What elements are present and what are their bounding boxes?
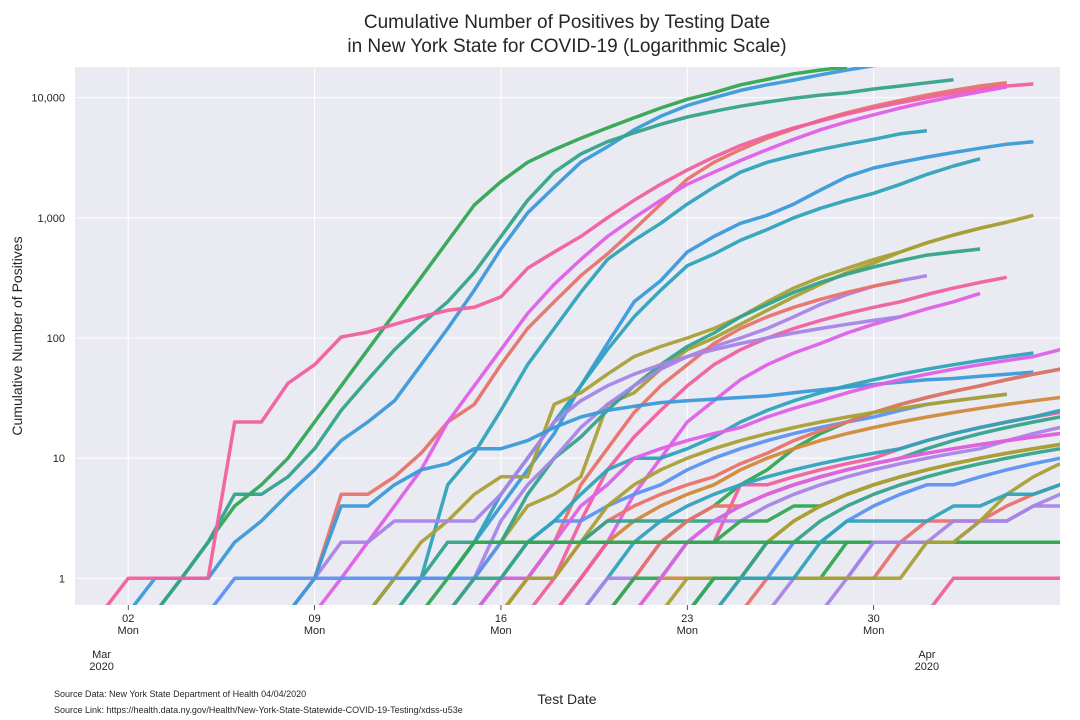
series-line-19 [478, 351, 1034, 605]
series-line-16 [291, 315, 901, 605]
x-tick-day-3: 23 [681, 613, 693, 625]
x-tick-weekday-1: Mon [304, 625, 325, 637]
series-line-10 [451, 220, 1008, 605]
x-tick-day-1: 09 [308, 613, 320, 625]
x-tick-day-4: 30 [868, 613, 880, 625]
x-tick-day-0: 02 [122, 613, 134, 625]
series-line-3 [291, 81, 1008, 605]
x-year-label-1: 2020 [915, 661, 939, 673]
y-tick-label-1: 10 [53, 453, 65, 465]
y-tick-label-0: 1 [59, 573, 65, 585]
chart-title-line-2: in New York State for COVID-19 (Logarith… [347, 36, 786, 57]
series-line-2 [158, 77, 954, 605]
x-tick-day-2: 16 [495, 613, 507, 625]
series-line-42 [930, 576, 1060, 605]
series-line-43 [717, 482, 1060, 605]
series-line-40 [824, 504, 1060, 605]
x-month-label-0: Mar [92, 649, 111, 661]
series-line-4 [105, 82, 1034, 605]
series-line-5 [318, 85, 1008, 605]
x-year-label-0: 2020 [89, 661, 113, 673]
x-tick-weekday-3: Mon [677, 625, 698, 637]
x-tick-weekday-0: Mon [118, 625, 139, 637]
y-tick-label-3: 1,000 [37, 213, 65, 225]
source-link-note: Source Link: https://health.data.ny.gov/… [54, 705, 463, 715]
series-line-1 [158, 67, 848, 605]
series-line-32 [638, 431, 1060, 605]
series-line-25 [504, 392, 1008, 605]
source-data-note: Source Data: New York State Department o… [54, 689, 306, 699]
series-lines [105, 67, 1060, 605]
y-axis-label: Cumulative Number of Positives [9, 236, 25, 435]
series-line-27 [584, 408, 1060, 605]
y-tick-label-2: 100 [47, 333, 65, 345]
series-line-17 [291, 370, 1034, 605]
chart-title-line-1: Cumulative Number of Positives by Testin… [364, 12, 770, 33]
x-tick-weekday-4: Mon [863, 625, 884, 637]
series-line-7 [398, 139, 1034, 605]
series-line-6 [371, 129, 928, 605]
x-axis-label: Test Date [537, 691, 596, 707]
series-line-0 [132, 67, 877, 605]
y-tick-label-4: 10,000 [31, 93, 65, 105]
x-tick-weekday-2: Mon [490, 625, 511, 637]
series-line-23 [478, 347, 1060, 605]
axis-ticks: 1101001,00010,00002Mon09Mon16Mon23Mon30M… [31, 93, 939, 673]
series-line-22 [558, 395, 1060, 605]
series-line-34 [691, 446, 1060, 605]
x-month-label-1: Apr [918, 649, 935, 661]
